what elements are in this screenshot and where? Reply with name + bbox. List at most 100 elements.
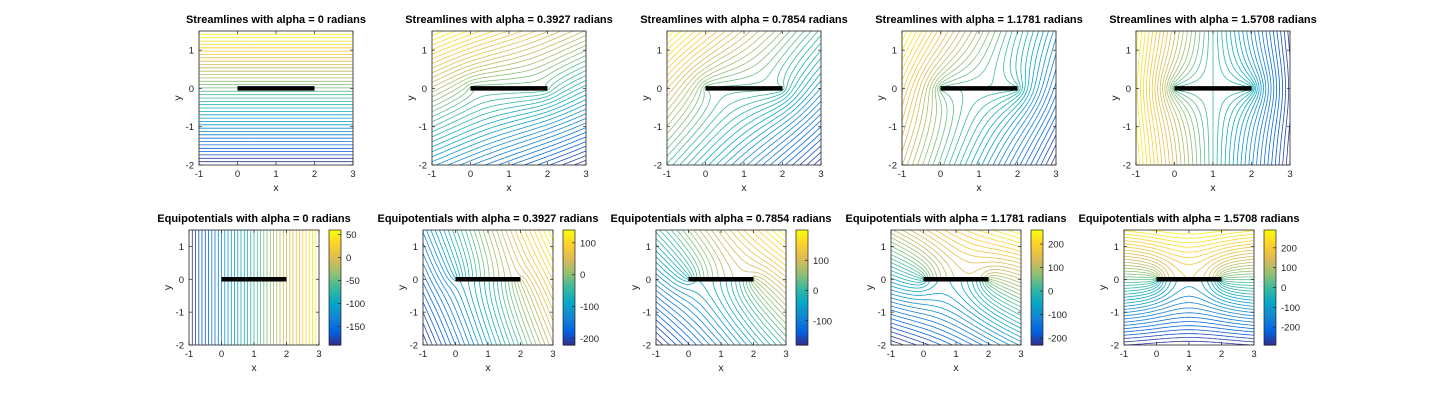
contour-lines xyxy=(891,230,1021,345)
colorbar-segment xyxy=(329,322,341,325)
contour-line xyxy=(1143,31,1152,165)
x-tick-label: 0 xyxy=(703,169,708,180)
colorbar-segment xyxy=(1031,337,1043,340)
contour-line xyxy=(937,31,1002,165)
x-tick-label: -1 xyxy=(419,349,427,360)
colorbar-segment xyxy=(796,245,808,248)
colorbar-segment xyxy=(329,266,341,269)
colorbar-segment xyxy=(329,247,341,250)
colorbar-segment xyxy=(563,258,575,262)
contour-line xyxy=(510,230,553,322)
colorbar-segment xyxy=(563,302,575,306)
contour-line xyxy=(757,230,786,255)
x-tick-label: 1 xyxy=(953,349,958,360)
colorbar-segment xyxy=(563,254,575,258)
colorbar-segment xyxy=(563,233,575,237)
contour-line xyxy=(529,230,553,281)
colorbar-segment xyxy=(329,245,341,248)
colorbar-segment xyxy=(796,243,808,246)
contour-line xyxy=(533,230,553,272)
colorbar-segment xyxy=(1264,277,1276,281)
colorbar-segment xyxy=(563,264,575,268)
colorbar-segment xyxy=(563,268,575,271)
colorbar-segment xyxy=(329,233,341,237)
contour-line xyxy=(1274,31,1283,165)
colorbar-box xyxy=(328,229,342,346)
colorbar-segment xyxy=(796,289,808,292)
contour-line xyxy=(665,230,786,343)
colorbar-segment xyxy=(329,249,341,252)
contour-line xyxy=(1164,31,1182,165)
contour-line xyxy=(432,31,481,50)
contour-line xyxy=(1171,31,1198,165)
contour-line xyxy=(891,335,917,345)
colorbar-segment xyxy=(1031,297,1043,300)
contour-line xyxy=(432,31,523,64)
x-tick-label: 3 xyxy=(1251,349,1256,360)
colorbar-segment xyxy=(1264,281,1276,285)
x-axis-label: x xyxy=(273,182,279,194)
colorbar-segment xyxy=(563,310,575,314)
colorbar-segment xyxy=(796,343,808,346)
contour-line xyxy=(547,230,553,241)
colorbar-segment xyxy=(1264,325,1276,329)
colorbar: 200 100 0 -100 -200 xyxy=(1030,229,1067,346)
colorbar-segment xyxy=(796,339,808,342)
colorbar-segment xyxy=(796,318,808,321)
contour-line xyxy=(1137,31,1144,165)
contour-line xyxy=(771,230,786,243)
contour-line xyxy=(926,230,1021,264)
colorbar-segment xyxy=(1264,256,1276,260)
colorbar-segment xyxy=(1264,327,1276,331)
colorbar-segment xyxy=(1031,304,1043,308)
contour-line xyxy=(667,31,798,150)
contour-line xyxy=(970,31,1034,165)
colorbar-segment xyxy=(563,306,575,310)
contour-line xyxy=(1170,31,1194,165)
colorbar-segment xyxy=(563,276,575,279)
colorbar-segment xyxy=(563,304,575,308)
colorbar-segment xyxy=(1264,343,1276,346)
colorbar-tick-label: -200 xyxy=(580,334,599,345)
colorbar-segment xyxy=(1264,233,1276,237)
colorbar-segment xyxy=(796,251,808,254)
contour-line xyxy=(460,117,586,165)
x-tick-label: -1 xyxy=(663,169,671,180)
x-axis-label: x xyxy=(741,182,747,194)
contour-line xyxy=(1124,278,1254,301)
colorbar-segment xyxy=(563,241,575,245)
colorbar-segment xyxy=(329,300,341,304)
colorbar-segment xyxy=(329,341,341,344)
colorbar-segment xyxy=(563,325,575,329)
contour-line xyxy=(1124,302,1254,317)
colorbar-segment xyxy=(1031,243,1043,246)
y-tick-label: 0 xyxy=(657,84,662,95)
colorbar-segment xyxy=(1264,295,1276,298)
contour-line xyxy=(667,31,703,63)
x-tick-label: 0 xyxy=(921,349,926,360)
colorbar-segment xyxy=(796,260,808,264)
colorbar-segment xyxy=(796,293,808,296)
colorbar-segment xyxy=(1264,289,1276,292)
colorbar-segment xyxy=(563,239,575,243)
y-tick-label: -2 xyxy=(643,341,651,352)
x-tick-label: 0 xyxy=(686,349,691,360)
colorbar-segment xyxy=(1264,279,1276,283)
contour-line xyxy=(432,75,586,133)
contour-line xyxy=(1151,31,1163,165)
colorbar-segment xyxy=(796,323,808,327)
contour-line xyxy=(1124,329,1254,336)
colorbar-segment xyxy=(796,329,808,333)
y-tick-label: 1 xyxy=(422,46,427,57)
contour-line xyxy=(1124,230,1254,239)
colorbar-segment xyxy=(329,323,341,327)
colorbar-segment xyxy=(1031,247,1043,250)
subplot-title: Equipotentials with alpha = 1.5708 radia… xyxy=(1079,213,1300,225)
colorbar-segment xyxy=(1264,316,1276,319)
contour-line xyxy=(667,31,791,142)
contour-line xyxy=(423,292,447,345)
y-tick-label: 0 xyxy=(881,275,886,286)
colorbar-box xyxy=(562,229,576,346)
x-tick-label: 2 xyxy=(780,169,785,180)
colorbar-segment xyxy=(329,316,341,319)
